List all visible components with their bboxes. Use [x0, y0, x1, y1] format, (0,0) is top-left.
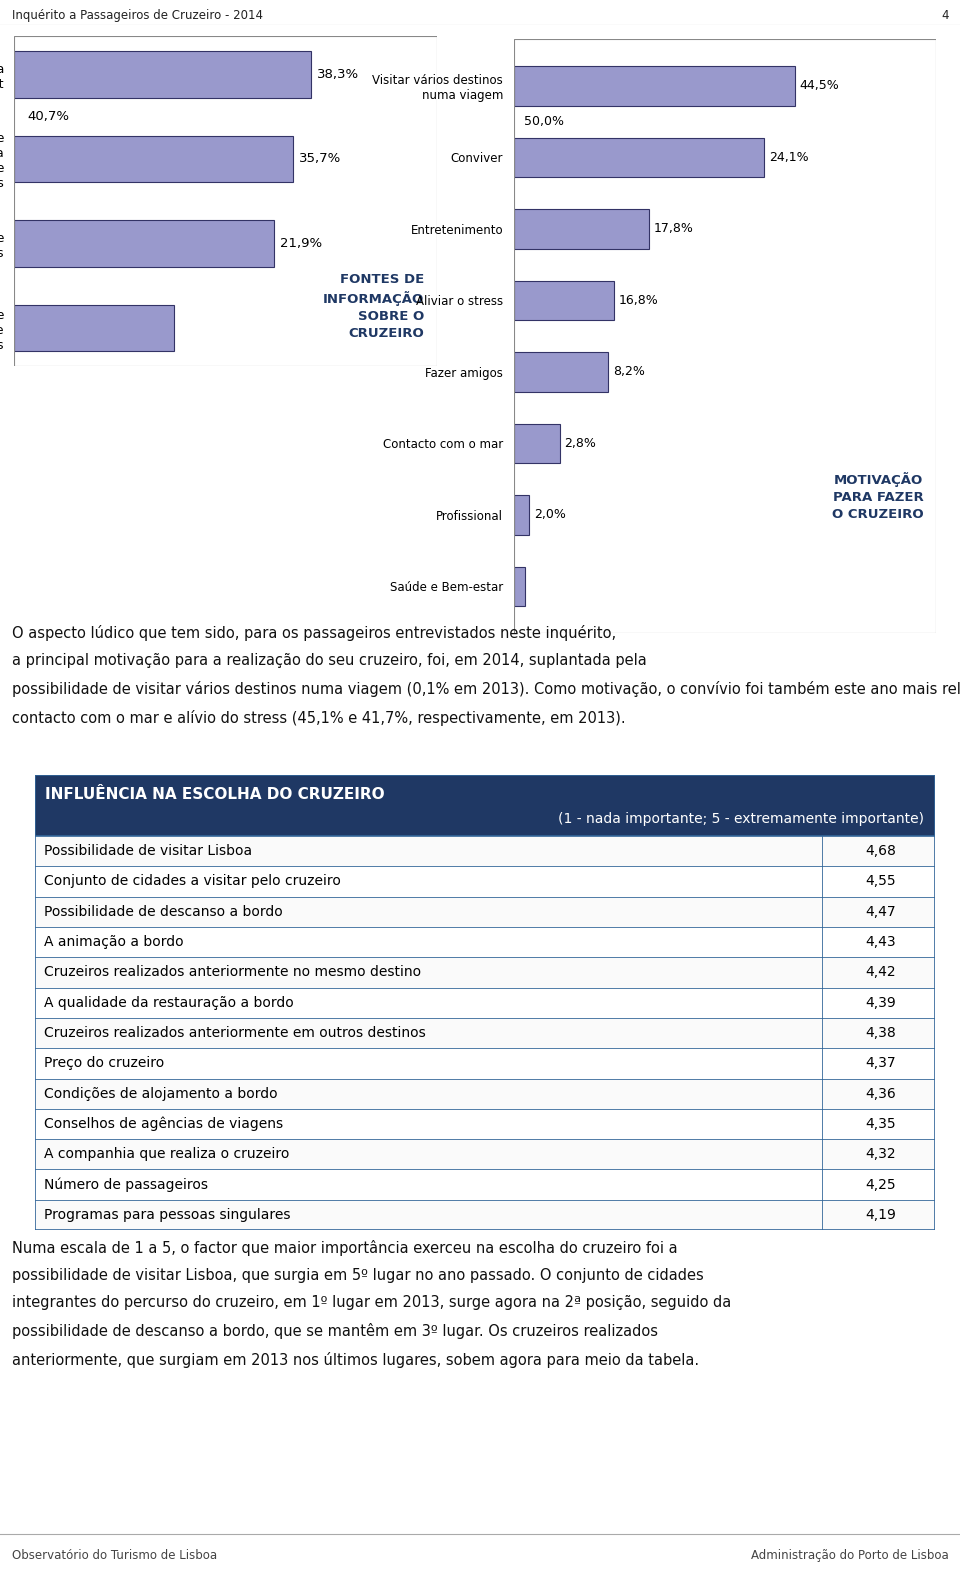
Bar — [514, 281, 613, 320]
Bar — [514, 352, 609, 391]
FancyBboxPatch shape — [35, 1139, 935, 1169]
FancyBboxPatch shape — [35, 1109, 935, 1139]
FancyBboxPatch shape — [35, 1079, 935, 1109]
Text: 4,42: 4,42 — [866, 966, 897, 979]
Text: Possibilidade de visitar Lisboa: Possibilidade de visitar Lisboa — [43, 844, 252, 858]
Bar — [14, 52, 311, 97]
Text: 50,0%: 50,0% — [524, 115, 564, 129]
Text: 4,19: 4,19 — [866, 1208, 897, 1222]
Text: 17,8%: 17,8% — [654, 223, 694, 236]
Text: (1 - nada importante; 5 - extremamente importante): (1 - nada importante; 5 - extremamente i… — [558, 812, 924, 826]
FancyBboxPatch shape — [35, 836, 935, 866]
Text: 4,37: 4,37 — [866, 1056, 897, 1070]
Text: 4,55: 4,55 — [866, 875, 897, 889]
Text: Observatório do Turismo de Lisboa: Observatório do Turismo de Lisboa — [12, 1549, 218, 1562]
Text: Numa escala de 1 a 5, o factor que maior importância exerceu na escolha do cruze: Numa escala de 1 a 5, o factor que maior… — [12, 1240, 732, 1367]
Text: 2,0%: 2,0% — [534, 509, 565, 522]
Bar — [14, 220, 275, 267]
FancyBboxPatch shape — [35, 775, 935, 836]
Text: 16,8%: 16,8% — [618, 294, 659, 306]
FancyBboxPatch shape — [35, 988, 935, 1018]
Text: 2,8%: 2,8% — [564, 437, 596, 449]
Text: FONTES DE
INFORMAÇÃO
SOBRE O
CRUZEIRO: FONTES DE INFORMAÇÃO SOBRE O CRUZEIRO — [323, 273, 424, 339]
Text: 8,2%: 8,2% — [612, 366, 644, 379]
Bar — [14, 135, 294, 182]
FancyBboxPatch shape — [35, 1169, 935, 1200]
Bar — [514, 138, 764, 178]
Bar — [514, 66, 795, 105]
Text: 4,43: 4,43 — [866, 935, 897, 949]
Text: Cruzeiros realizados anteriormente em outros destinos: Cruzeiros realizados anteriormente em ou… — [43, 1026, 425, 1040]
Text: Conselhos de agências de viagens: Conselhos de agências de viagens — [43, 1117, 282, 1131]
Bar — [514, 495, 529, 534]
Text: Condições de alojamento a bordo: Condições de alojamento a bordo — [43, 1087, 277, 1101]
Text: Cruzeiros realizados anteriormente no mesmo destino: Cruzeiros realizados anteriormente no me… — [43, 966, 420, 979]
FancyBboxPatch shape — [35, 866, 935, 897]
Text: Preço do cruzeiro: Preço do cruzeiro — [43, 1056, 164, 1070]
Text: 4,36: 4,36 — [866, 1087, 897, 1101]
FancyBboxPatch shape — [35, 1018, 935, 1048]
Text: 40,7%: 40,7% — [28, 110, 69, 123]
Text: A animação a bordo: A animação a bordo — [43, 935, 183, 949]
Bar — [514, 567, 525, 606]
Text: 4,47: 4,47 — [866, 905, 897, 919]
Bar — [514, 424, 560, 463]
Text: 4,25: 4,25 — [866, 1178, 897, 1192]
Bar — [14, 305, 174, 350]
Text: Administração do Porto de Lisboa: Administração do Porto de Lisboa — [751, 1549, 948, 1562]
FancyBboxPatch shape — [35, 1048, 935, 1079]
FancyBboxPatch shape — [35, 1200, 935, 1230]
Text: INFLUÊNCIA NA ESCOLHA DO CRUZEIRO: INFLUÊNCIA NA ESCOLHA DO CRUZEIRO — [45, 787, 385, 801]
Text: 4,35: 4,35 — [866, 1117, 897, 1131]
FancyBboxPatch shape — [35, 897, 935, 927]
Text: Número de passageiros: Número de passageiros — [43, 1177, 207, 1192]
Text: O aspecto lúdico que tem sido, para os passageiros entrevistados neste inquérito: O aspecto lúdico que tem sido, para os p… — [12, 625, 960, 726]
FancyBboxPatch shape — [35, 927, 935, 957]
Text: MOTIVAÇÃO
PARA FAZER
O CRUZEIRO: MOTIVAÇÃO PARA FAZER O CRUZEIRO — [831, 471, 924, 522]
Text: Conjunto de cidades a visitar pelo cruzeiro: Conjunto de cidades a visitar pelo cruze… — [43, 875, 341, 889]
Bar — [514, 209, 649, 248]
Text: 4,38: 4,38 — [866, 1026, 897, 1040]
Text: 35,7%: 35,7% — [300, 152, 342, 165]
Text: 4,39: 4,39 — [866, 996, 897, 1010]
Text: 24,1%: 24,1% — [769, 151, 808, 163]
FancyBboxPatch shape — [35, 957, 935, 988]
Text: Programas para pessoas singulares: Programas para pessoas singulares — [43, 1208, 290, 1222]
Text: 38,3%: 38,3% — [317, 68, 359, 80]
Text: Inquérito a Passageiros de Cruzeiro - 2014: Inquérito a Passageiros de Cruzeiro - 20… — [12, 8, 263, 22]
Text: 4,68: 4,68 — [866, 844, 897, 858]
Text: A qualidade da restauração a bordo: A qualidade da restauração a bordo — [43, 996, 294, 1010]
Text: 4: 4 — [941, 8, 948, 22]
Text: Possibilidade de descanso a bordo: Possibilidade de descanso a bordo — [43, 905, 282, 919]
Text: 21,9%: 21,9% — [280, 237, 323, 250]
Text: 44,5%: 44,5% — [800, 80, 839, 93]
Text: 4,32: 4,32 — [866, 1147, 897, 1161]
Text: A companhia que realiza o cruzeiro: A companhia que realiza o cruzeiro — [43, 1147, 289, 1161]
